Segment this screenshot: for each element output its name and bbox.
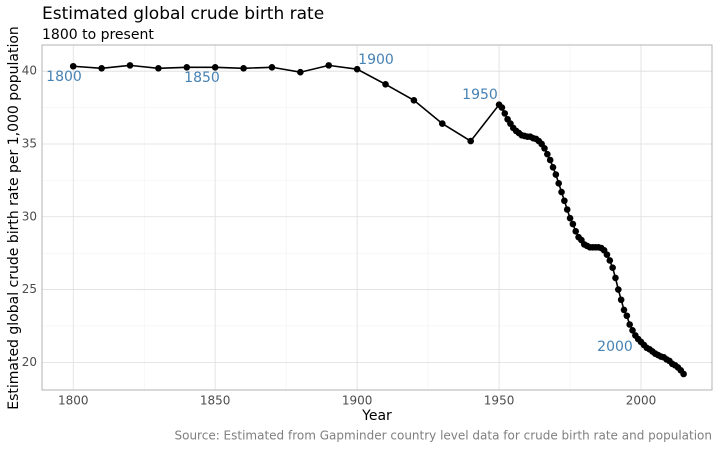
point xyxy=(126,62,134,69)
point xyxy=(561,197,568,205)
point xyxy=(98,64,105,72)
point xyxy=(569,220,577,228)
point xyxy=(626,321,633,328)
point xyxy=(555,179,562,187)
point xyxy=(615,286,622,293)
point xyxy=(617,296,625,304)
point xyxy=(680,370,687,378)
point xyxy=(558,188,565,196)
point xyxy=(268,63,276,71)
point xyxy=(612,274,619,282)
chart-subtitle: 1800 to present xyxy=(42,27,154,43)
point xyxy=(410,97,418,104)
point xyxy=(603,251,611,258)
y-axis-label: Estimated global crude birth rate per 1,… xyxy=(6,26,22,410)
point xyxy=(211,63,219,71)
point xyxy=(183,63,191,71)
x-tick-label: 1950 xyxy=(484,394,515,408)
x-tick-label: 1800 xyxy=(58,394,89,408)
point xyxy=(566,214,574,222)
point xyxy=(69,62,77,70)
point xyxy=(549,163,557,171)
point xyxy=(544,150,551,158)
point xyxy=(498,104,506,111)
point xyxy=(467,137,474,145)
annotation: 2000 xyxy=(597,339,633,355)
point xyxy=(552,171,560,178)
point xyxy=(325,62,333,69)
annotation: 1950 xyxy=(462,87,498,103)
y-tick-label: 30 xyxy=(22,209,37,223)
point xyxy=(297,68,304,76)
point xyxy=(155,64,162,72)
annotation: 1900 xyxy=(358,52,394,68)
y-tick-label: 25 xyxy=(22,282,37,296)
point xyxy=(606,257,614,264)
point xyxy=(438,120,446,127)
point xyxy=(620,306,628,314)
x-axis-label: Year xyxy=(361,408,392,424)
line xyxy=(73,64,685,375)
point xyxy=(609,264,616,272)
y-tick-label: 35 xyxy=(22,136,37,150)
y-tick-label: 20 xyxy=(22,355,37,369)
x-tick-label: 1900 xyxy=(342,394,373,408)
chart-title: Estimated global crude birth rate xyxy=(42,4,324,24)
point xyxy=(240,64,247,72)
x-tick-label: 1850 xyxy=(200,394,231,408)
point xyxy=(546,156,554,164)
point xyxy=(623,312,631,320)
point xyxy=(382,81,389,88)
point xyxy=(629,327,636,334)
point xyxy=(353,65,361,73)
caption: Source: Estimated from Gapminder country… xyxy=(174,429,712,443)
x-tick-label: 2000 xyxy=(626,394,657,408)
point xyxy=(572,228,580,235)
point xyxy=(501,110,509,117)
annotation: 1800 xyxy=(46,69,82,85)
y-tick-label: 40 xyxy=(22,64,37,78)
point xyxy=(563,206,571,213)
panel-border xyxy=(41,44,713,391)
annotation: 1850 xyxy=(184,70,220,86)
point xyxy=(541,145,548,152)
